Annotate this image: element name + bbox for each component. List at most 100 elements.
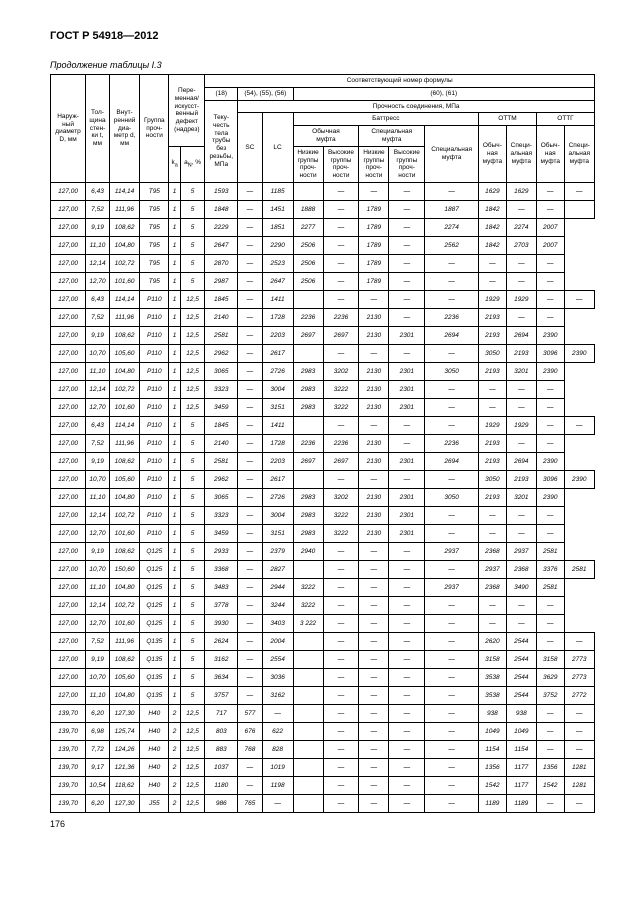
table-cell: 1 (169, 398, 180, 416)
table-cell: 5 (180, 524, 205, 542)
table-cell: 2647 (262, 272, 293, 290)
table-cell: — (425, 722, 479, 740)
th-normal-coupling: Обычнаямуфта (293, 126, 359, 147)
table-cell: 2940 (293, 542, 323, 560)
table-cell: T95 (140, 200, 169, 218)
table-cell: — (389, 560, 425, 578)
table-cell: — (359, 794, 389, 812)
table-cell: — (359, 290, 389, 308)
th-conn-strength: Прочность соединения, МПа (238, 100, 595, 113)
table-cell: 127,00 (51, 632, 86, 650)
table-cell: 2 (169, 722, 180, 740)
th-lc: LC (262, 113, 293, 183)
table-cell: — (323, 542, 359, 560)
table-cell: 1189 (506, 794, 536, 812)
table-cell: Q135 (140, 650, 169, 668)
table-cell: 12,5 (180, 326, 205, 344)
table-cell: — (238, 758, 262, 776)
table-cell (293, 344, 323, 362)
table-cell: 127,00 (51, 650, 86, 668)
table-cell: 139,70 (51, 722, 86, 740)
table-cell: 2301 (389, 488, 425, 506)
gost-title: ГОСТ Р 54918—2012 (50, 30, 595, 42)
table-cell: — (238, 488, 262, 506)
table-cell: 3202 (323, 488, 359, 506)
table-cell: 3096 (536, 344, 564, 362)
table-cell: 3323 (205, 380, 238, 398)
table-cell: — (506, 200, 536, 218)
table-cell: 2772 (564, 686, 594, 704)
table-cell: 5 (180, 506, 205, 524)
table-cell: 127,00 (51, 362, 86, 380)
table-cell: 3376 (536, 560, 564, 578)
table-cell: 3004 (262, 506, 293, 524)
table-cell: 1185 (262, 182, 293, 200)
table-cell: 1 (169, 542, 180, 560)
table-cell: 2624 (205, 632, 238, 650)
table-cell: — (238, 668, 262, 686)
table-cell: 2301 (389, 380, 425, 398)
table-cell: — (262, 704, 293, 722)
table-cell: — (359, 470, 389, 488)
table-cell: — (536, 272, 564, 290)
table-cell: — (359, 650, 389, 668)
table-cell: 9,17 (86, 758, 110, 776)
table-cell: 5 (180, 632, 205, 650)
table-cell: — (425, 758, 479, 776)
table-cell: — (323, 272, 359, 290)
table-cell: 127,00 (51, 398, 86, 416)
table-cell: 6,43 (86, 416, 110, 434)
table-cell: — (359, 632, 389, 650)
table-cell: 127,30 (109, 704, 139, 722)
table-cell: — (425, 650, 479, 668)
table-cell: 622 (262, 722, 293, 740)
table-cell: 2130 (359, 380, 389, 398)
table-cell: 1 (169, 236, 180, 254)
table-cell: 5 (180, 488, 205, 506)
table-cell (293, 632, 323, 650)
table-cell: 1 (169, 452, 180, 470)
table-cell: 2697 (293, 452, 323, 470)
table-cell: — (425, 182, 479, 200)
table-cell: 1 (169, 218, 180, 236)
table-cell: 9,19 (86, 218, 110, 236)
table-cell: 2236 (323, 434, 359, 452)
table-cell: 105,60 (109, 470, 139, 488)
table-cell: 7,52 (86, 434, 110, 452)
table-cell: — (389, 686, 425, 704)
table-cell: 1888 (293, 200, 323, 218)
table-cell: 1 (169, 416, 180, 434)
table-cell (293, 722, 323, 740)
table-cell: — (238, 380, 262, 398)
table-cell: 577 (238, 704, 262, 722)
table-cell: 3483 (205, 578, 238, 596)
table-cell: — (323, 668, 359, 686)
table-cell: 111,96 (109, 308, 139, 326)
table-cell: — (389, 776, 425, 794)
table-cell: 2581 (564, 560, 594, 578)
table-cell: — (238, 308, 262, 326)
table-cell: 9,19 (86, 326, 110, 344)
table-cell: — (323, 758, 359, 776)
table-cell: 1 (169, 524, 180, 542)
table-cell: — (389, 182, 425, 200)
table-cell: H40 (140, 740, 169, 758)
table-cell: 2368 (479, 578, 507, 596)
table-cell (293, 704, 323, 722)
table-cell: — (389, 200, 425, 218)
table-cell: 7,72 (86, 740, 110, 758)
table-cell: — (238, 686, 262, 704)
table-cell: 12,5 (180, 758, 205, 776)
table-cell: — (536, 434, 564, 452)
table-cell: — (389, 236, 425, 254)
table-cell: 2 (169, 704, 180, 722)
table-cell: 104,80 (109, 686, 139, 704)
table-cell: 2193 (479, 452, 507, 470)
table-cell: — (479, 596, 507, 614)
table-cell: — (506, 596, 536, 614)
table-cell: 2301 (389, 326, 425, 344)
table-cell: 12,5 (180, 398, 205, 416)
table-cell: 102,72 (109, 380, 139, 398)
table-cell: — (506, 254, 536, 272)
table-cell: — (564, 722, 594, 740)
